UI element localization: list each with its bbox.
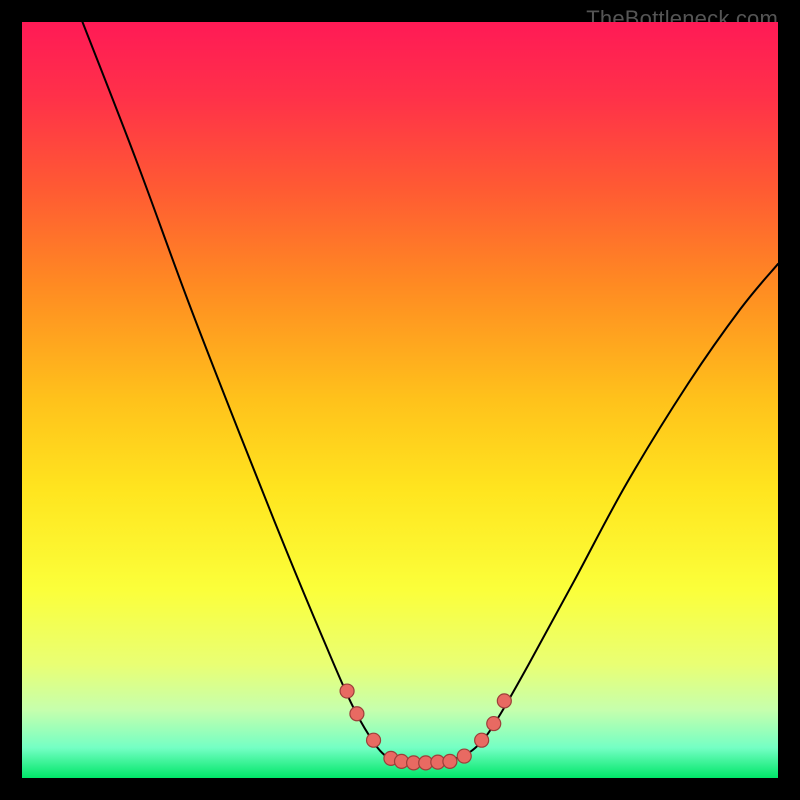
curve-marker [443, 754, 457, 768]
curve-marker [487, 717, 501, 731]
chart-svg [22, 22, 778, 778]
curve-marker [340, 684, 354, 698]
curve-marker [350, 707, 364, 721]
curve-marker [367, 733, 381, 747]
curve-marker [457, 749, 471, 763]
chart-frame: TheBottleneck.com [0, 0, 800, 800]
curve-marker [475, 733, 489, 747]
curve-marker [497, 694, 511, 708]
bottleneck-chart [22, 22, 778, 778]
chart-background [22, 22, 778, 778]
